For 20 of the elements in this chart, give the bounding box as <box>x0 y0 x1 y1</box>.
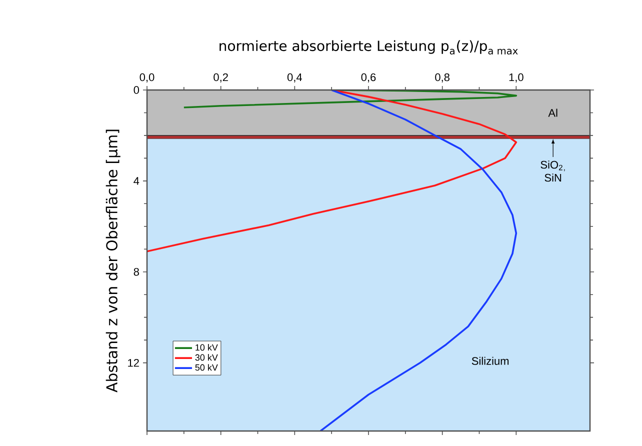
y-tick-label: 12 <box>128 358 139 367</box>
line-series <box>320 90 518 431</box>
y-tick-label: 8 <box>134 268 139 276</box>
legend-label: 50 kV <box>195 364 218 371</box>
chart-title: $\text{normierte absorbierte Leistung p}_{\text{a}}\text{(z)/p}_{\text{a max}}$ <box>220 40 518 54</box>
y-tick-label: 0 <box>134 86 140 94</box>
line-series <box>147 90 518 252</box>
x-tick-label: 0,4 <box>287 73 302 82</box>
x-tick-label: 0,2 <box>214 73 228 82</box>
band-label: Al <box>548 108 558 117</box>
x-tick-label: 0,6 <box>361 73 376 82</box>
band-label: SiO$_{2,}$ SiN <box>540 160 565 182</box>
band-label: Silizium <box>472 356 509 365</box>
y-tick-label: 4 <box>134 177 140 185</box>
legend-label: 10 kV <box>196 344 218 351</box>
x-tick-label: 1,0 <box>509 73 524 82</box>
x-tick-label: 0,8 <box>435 73 450 82</box>
x-tick-label: 0,0 <box>140 73 154 82</box>
legend-label: 30 kV <box>195 354 218 361</box>
y-axis-title: Abstand z von der Oberfläche [µm] <box>106 130 120 392</box>
